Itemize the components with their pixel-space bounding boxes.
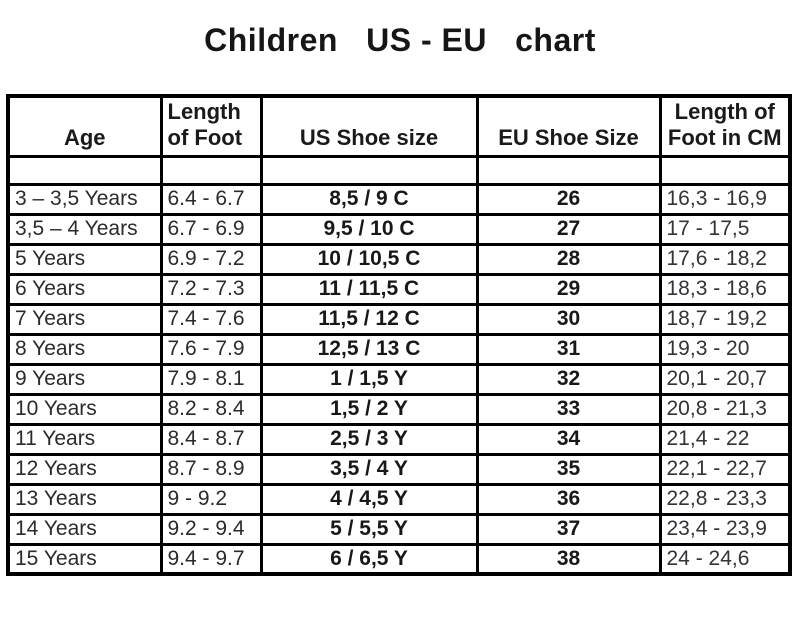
age-cell: 15 Years [6,542,163,576]
foot-length-cell: 7.6 - 7.9 [159,332,263,366]
table-row: 12 Years 8.7 - 8.9 3,5 / 4 Y 35 22,1 - 22,7 [6,452,792,486]
table-row: 11 Years 8.4 - 8.7 2,5 / 3 Y 34 21,4 - 22 [6,422,792,456]
age-cell: 13 Years [6,482,163,516]
table-row: 5 Years 6.9 - 7.2 10 / 10,5 C 28 17,6 - 18,2 [6,242,792,276]
foot-length-cell: 8.7 - 8.9 [159,452,263,486]
eu-size-cell: 33 [475,392,662,426]
foot-length-cell: 9.2 - 9.4 [159,512,263,546]
col-header-us-shoe-size: US Shoe size [259,94,479,158]
page-title: Children US - EU chart [204,22,596,58]
table-row: 10 Years 8.2 - 8.4 1,5 / 2 Y 33 20,8 - 21,3 [6,392,792,426]
table-row: 7 Years 7.4 - 7.6 11,5 / 12 C 30 18,7 - 19,2 [6,302,792,336]
cm-length-cell: 17 - 17,5 [658,212,792,246]
age-cell: 9 Years [6,362,163,396]
cm-length-cell: 19,3 - 20 [658,332,792,366]
table-row: 3 – 3,5 Years 6.4 - 6.7 8,5 / 9 C 26 16,3 - … [6,182,792,216]
us-size-cell: 11 / 11,5 C [259,272,479,306]
us-size-cell: 6 / 6,5 Y [259,542,479,576]
cm-length-cell: 17,6 - 18,2 [658,242,792,276]
eu-size-cell: 32 [475,362,662,396]
foot-length-cell: 6.7 - 6.9 [159,212,263,246]
age-cell: 14 Years [6,512,163,546]
eu-size-cell: 35 [475,452,662,486]
col-header-age: Age [6,94,163,158]
age-cell: 11 Years [6,422,163,456]
eu-size-cell: 37 [475,512,662,546]
foot-length-cell: 8.4 - 8.7 [159,422,263,456]
foot-length-cell: 8.2 - 8.4 [159,392,263,426]
cm-length-cell: 20,8 - 21,3 [658,392,792,426]
cm-length-cell: 16,3 - 16,9 [658,182,792,216]
us-size-cell: 8,5 / 9 C [259,182,479,216]
table-row: 6 Years 7.2 - 7.3 11 / 11,5 C 29 18,3 - 18,6 [6,272,792,306]
cm-length-cell: 18,7 - 19,2 [658,302,792,336]
cm-length-cell: 20,1 - 20,7 [658,362,792,396]
age-cell: 3 – 3,5 Years [6,182,163,216]
cm-length-cell: 21,4 - 22 [658,422,792,456]
table-row: 9 Years 7.9 - 8.1 1 / 1,5 Y 32 20,1 - 20,7 [6,362,792,396]
col-header-foot-length-cm: Length of Foot in CM [658,94,792,158]
eu-size-cell: 38 [475,542,662,576]
foot-length-cell: 6.4 - 6.7 [159,182,263,216]
cm-length-cell: 24 - 24,6 [658,542,792,576]
age-cell: 8 Years [6,332,163,366]
us-size-cell: 10 / 10,5 C [259,242,479,276]
foot-length-cell: 9.4 - 9.7 [159,542,263,576]
table-row: 13 Years 9 - 9.2 4 / 4,5 Y 36 22,8 - 23,3 [6,482,792,516]
table-row: 8 Years 7.6 - 7.9 12,5 / 13 C 31 19,3 - 20 [6,332,792,366]
foot-length-cell: 9 - 9.2 [159,482,263,516]
table-row: 14 Years 9.2 - 9.4 5 / 5,5 Y 37 23,4 - 23,9 [6,512,792,546]
foot-length-cell: 7.4 - 7.6 [159,302,263,336]
us-size-cell: 4 / 4,5 Y [259,482,479,516]
age-cell: 6 Years [6,272,163,306]
age-cell: 12 Years [6,452,163,486]
eu-size-cell: 34 [475,422,662,456]
age-cell: 10 Years [6,392,163,426]
empty-cell [658,154,792,186]
foot-length-cell: 7.2 - 7.3 [159,272,263,306]
us-size-cell: 9,5 / 10 C [259,212,479,246]
eu-size-cell: 30 [475,302,662,336]
foot-length-cell: 6.9 - 7.2 [159,242,263,276]
us-size-cell: 2,5 / 3 Y [259,422,479,456]
age-cell: 5 Years [6,242,163,276]
table-row: 3,5 – 4 Years 6.7 - 6.9 9,5 / 10 C 27 17 - 1… [6,212,792,246]
empty-cell [159,154,263,186]
spacer-row [6,154,792,186]
eu-size-cell: 29 [475,272,662,306]
eu-size-cell: 27 [475,212,662,246]
foot-length-cell: 7.9 - 8.1 [159,362,263,396]
col-header-foot-length: Length of Foot [159,94,263,158]
age-cell: 7 Years [6,302,163,336]
age-cell: 3,5 – 4 Years [6,212,163,246]
table-row: 15 Years 9.4 - 9.7 6 / 6,5 Y 38 24 - 24,6 [6,542,792,576]
size-chart-table: Age Length of Foot US Shoe size EU Shoe … [6,94,792,576]
header-row: Age Length of Foot US Shoe size EU Shoe … [6,94,792,158]
eu-size-cell: 28 [475,242,662,276]
us-size-cell: 11,5 / 12 C [259,302,479,336]
empty-cell [259,154,479,186]
eu-size-cell: 26 [475,182,662,216]
us-size-cell: 1 / 1,5 Y [259,362,479,396]
us-size-cell: 3,5 / 4 Y [259,452,479,486]
us-size-cell: 1,5 / 2 Y [259,392,479,426]
us-size-cell: 5 / 5,5 Y [259,512,479,546]
empty-cell [6,154,163,186]
col-header-eu-shoe-size: EU Shoe Size [475,94,662,158]
cm-length-cell: 23,4 - 23,9 [658,512,792,546]
eu-size-cell: 31 [475,332,662,366]
cm-length-cell: 22,1 - 22,7 [658,452,792,486]
eu-size-cell: 36 [475,482,662,516]
us-size-cell: 12,5 / 13 C [259,332,479,366]
empty-cell [475,154,662,186]
cm-length-cell: 18,3 - 18,6 [658,272,792,306]
cm-length-cell: 22,8 - 23,3 [658,482,792,516]
